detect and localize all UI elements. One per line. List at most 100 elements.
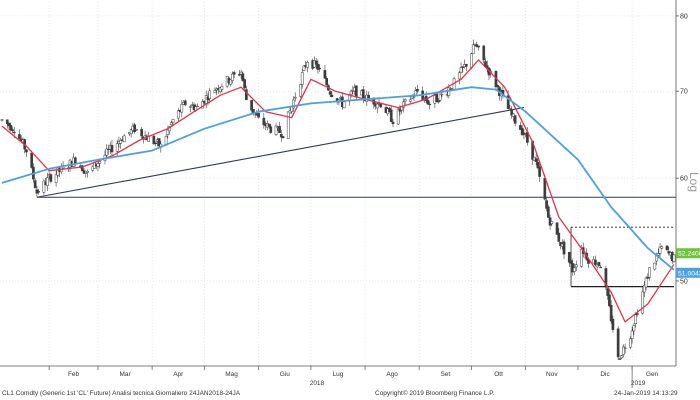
candle-body (12, 131, 16, 134)
candle-body (389, 109, 393, 122)
candle-body (349, 90, 353, 95)
candle-body (545, 200, 548, 209)
candle-body (135, 129, 138, 131)
candle-body (660, 246, 664, 249)
candle-body (471, 44, 475, 54)
candle-body (440, 93, 444, 96)
candle-body (86, 170, 89, 173)
candle-body (208, 90, 212, 99)
trend-line (36, 107, 524, 198)
candle-body (658, 246, 662, 254)
candle-body (11, 129, 14, 131)
candle-body (403, 99, 407, 102)
candle-body (510, 110, 514, 116)
candle-body (597, 262, 601, 266)
y-axis-title: Log (687, 172, 700, 192)
x-tick-label: Lug (333, 371, 344, 378)
candle-body (84, 172, 88, 174)
candle-body (457, 72, 461, 80)
candle-body (464, 64, 468, 67)
candle-body (154, 142, 157, 144)
candle-body (169, 122, 173, 126)
candle-body (513, 115, 517, 124)
candle-body (519, 125, 522, 130)
candle-body (318, 67, 322, 70)
candle-body (292, 99, 295, 109)
candle-body (611, 319, 615, 330)
year-label: 2018 (310, 380, 325, 387)
candle-body (402, 101, 405, 108)
candle-body (616, 328, 620, 358)
candle-body (269, 126, 273, 133)
x-tick-label: Apr (173, 371, 184, 378)
candle-body (281, 136, 285, 138)
x-tick-label: Mar (119, 371, 131, 378)
candle-body (49, 174, 53, 182)
candle-body (257, 113, 260, 118)
candle-body (522, 132, 526, 135)
candle-body (594, 259, 597, 266)
candle-body (534, 158, 538, 162)
candle-body (176, 110, 180, 119)
moving-average-short (1, 59, 675, 323)
candle-body (119, 140, 123, 144)
candle-body (306, 62, 309, 68)
candle-body (437, 100, 440, 103)
candle-body (105, 148, 109, 156)
x-tick-label: Feb (68, 371, 80, 378)
candle-body (9, 124, 13, 131)
candle-body (140, 129, 143, 137)
candle-body (477, 45, 480, 48)
axis-layer: 50 60 70 80 Log Feb Mar Apr Mag Giu Lug Ago Set Ott No… (0, 0, 700, 388)
candle-body (330, 94, 334, 97)
y-tick-label: 70 (680, 89, 688, 96)
candle-body (286, 111, 290, 139)
candle-body (115, 143, 119, 152)
candle-body (82, 170, 86, 174)
candle-body (238, 74, 241, 76)
candle-body (536, 162, 540, 169)
candle-body (245, 89, 248, 101)
candle-body (412, 96, 416, 98)
x-tick-label: Mag (225, 371, 238, 378)
candle-body (496, 85, 500, 88)
x-tick-label: Set (440, 371, 450, 378)
candle-body (323, 70, 327, 79)
candle-body (232, 72, 236, 75)
candle-body (608, 294, 611, 307)
footer-source: CL1 Comdty (Generic 1st 'CL' Future) Ana… (2, 390, 241, 397)
candle-body (229, 79, 233, 85)
candle-body (171, 119, 175, 123)
x-tick-label: Dic (600, 371, 610, 378)
candle-body (641, 291, 644, 314)
candle-body (314, 60, 318, 65)
candle-body (546, 206, 550, 218)
candle-body (325, 78, 329, 86)
candle-body (508, 108, 512, 110)
candle-body (166, 129, 170, 135)
candle-body (299, 84, 302, 97)
y-tick-label: 80 (680, 13, 688, 20)
candle-body (482, 45, 486, 61)
candle-body (54, 174, 58, 183)
series-layer (1, 59, 675, 323)
candle-body (622, 346, 625, 355)
footer: CL1 Comdty (Generic 1st 'CL' Future) Ana… (0, 389, 700, 400)
x-tick-label: Gen (646, 371, 659, 378)
candle-body (665, 245, 669, 250)
candle-body (459, 67, 463, 73)
moving-average-long (1, 86, 675, 271)
candle-body (475, 44, 479, 47)
y-tick-label: 50 (680, 278, 688, 285)
price-badge (676, 267, 700, 278)
candle-body (574, 264, 578, 268)
candle-body (555, 222, 559, 235)
candle-body (110, 145, 114, 153)
candle-body (122, 135, 126, 143)
candle-body (506, 95, 510, 109)
candle-body (642, 285, 646, 293)
candle-body (567, 251, 571, 263)
candle-body (512, 113, 515, 117)
x-tick-label: Ago (386, 371, 398, 378)
